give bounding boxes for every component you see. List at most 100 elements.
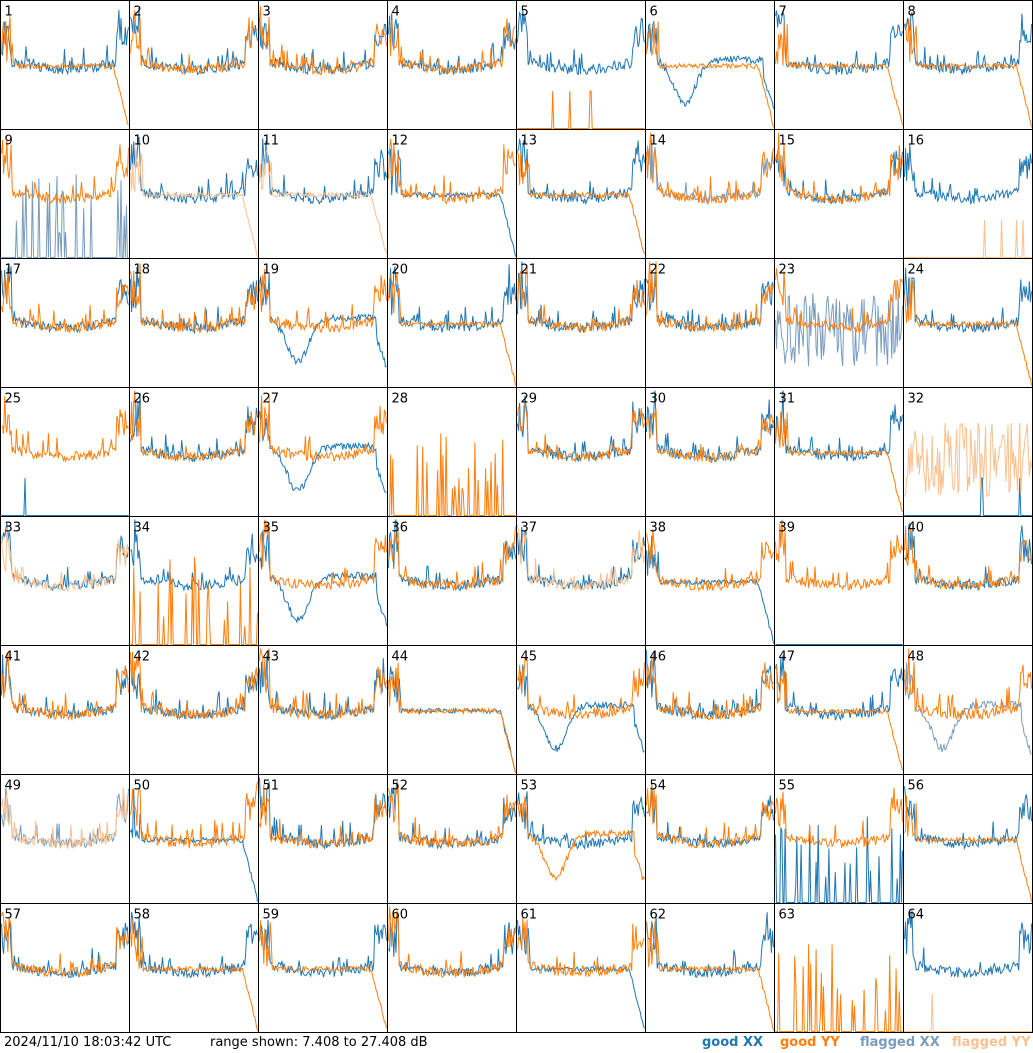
series-xx-line	[646, 390, 774, 464]
series-yy-line	[517, 264, 645, 333]
tile-61: 61	[516, 903, 646, 1033]
tile-43: 43	[258, 645, 388, 775]
footer: 2024/11/10 18:03:42 UTC range shown: 7.4…	[0, 1033, 1033, 1053]
tile-35: 35	[258, 516, 388, 646]
tile-27: 27	[258, 387, 388, 517]
series-yy-line	[259, 784, 387, 849]
tile-label: 30	[650, 392, 667, 407]
tile-2: 2	[129, 0, 259, 130]
series-yy-line	[259, 5, 387, 76]
series-yy-line	[517, 151, 645, 255]
series-yy-line	[130, 781, 258, 849]
tile-label: 21	[521, 263, 538, 278]
series-yy-line	[388, 662, 516, 773]
tile-34: 34	[129, 516, 259, 646]
tile-frame	[0, 387, 130, 517]
tile-label: 40	[908, 521, 925, 536]
tile-label: 38	[650, 521, 667, 536]
series-yy-line	[517, 524, 645, 592]
legend-good-xx: good XX	[702, 1035, 764, 1050]
series-xx-line	[775, 293, 903, 367]
series-xx-line	[775, 816, 903, 903]
series-yy-line	[517, 90, 645, 129]
tile-12: 12	[387, 129, 517, 259]
tile-14: 14	[645, 129, 775, 259]
tile-label: 19	[263, 263, 280, 278]
tile-label: 43	[263, 650, 280, 665]
tile-25: 25	[0, 387, 130, 517]
tile-63: 63	[774, 903, 904, 1033]
tile-frame	[903, 645, 1033, 775]
tile-11: 11	[258, 129, 388, 259]
series-xx-line	[904, 143, 1032, 206]
tile-label: 8	[908, 5, 916, 20]
tile-label: 55	[779, 779, 796, 794]
series-yy-line	[1, 787, 129, 850]
tile-label: 7	[779, 5, 787, 20]
series-xx-line	[517, 526, 645, 590]
tile-label: 13	[521, 134, 538, 149]
tile-13: 13	[516, 129, 646, 259]
series-yy-line	[1, 138, 129, 204]
tile-label: 33	[5, 521, 22, 536]
series-yy-line	[517, 916, 645, 978]
series-yy-line	[388, 139, 516, 205]
tile-29: 29	[516, 387, 646, 517]
series-yy-line	[646, 528, 774, 592]
series-yy-line	[775, 23, 903, 126]
tile-label: 36	[392, 521, 409, 536]
tile-30: 30	[645, 387, 775, 517]
tile-36: 36	[387, 516, 517, 646]
tile-64: 64	[903, 903, 1033, 1033]
series-yy-line	[388, 526, 516, 591]
tile-label: 1	[5, 5, 13, 20]
series-yy-line	[775, 944, 903, 1032]
series-yy-line	[130, 920, 258, 1031]
series-yy-line	[259, 648, 387, 721]
tile-label: 37	[521, 521, 538, 536]
series-xx-line	[259, 404, 387, 493]
tile-44: 44	[387, 645, 517, 775]
tile-38: 38	[645, 516, 775, 646]
tile-frame	[258, 387, 388, 517]
series-yy-line	[904, 18, 1032, 128]
legend-flagged-yy: flagged YY	[952, 1035, 1031, 1050]
range-label: range shown: 7.408 to 27.408 dB	[210, 1035, 428, 1050]
tile-19: 19	[258, 258, 388, 388]
series-xx-line	[259, 919, 387, 978]
series-yy-line	[775, 411, 903, 513]
tile-label: 47	[779, 650, 796, 665]
tile-7: 7	[774, 0, 904, 130]
tile-label: 51	[263, 779, 280, 794]
series-yy-line	[130, 651, 258, 721]
series-yy-line	[130, 148, 258, 257]
tile-57: 57	[0, 903, 130, 1033]
series-xx-line	[517, 791, 645, 851]
series-yy-line	[1, 912, 129, 979]
tile-label: 48	[908, 650, 925, 665]
tile-48: 48	[903, 645, 1033, 775]
series-yy-line	[130, 10, 258, 75]
series-xx-line	[1, 477, 129, 516]
tile-label: 62	[650, 908, 667, 923]
series-yy-line	[130, 263, 258, 334]
tile-46: 46	[645, 645, 775, 775]
series-yy-line	[775, 519, 903, 592]
series-yy-line	[646, 261, 774, 333]
series-xx-line	[517, 664, 645, 753]
tile-51: 51	[258, 774, 388, 904]
series-yy-line	[259, 147, 387, 255]
timestamp-label: 2024/11/10 18:03:42 UTC	[4, 1035, 172, 1050]
tile-18: 18	[129, 258, 259, 388]
series-xx-line	[130, 137, 258, 204]
tile-47: 47	[774, 645, 904, 775]
tile-label: 16	[908, 134, 925, 149]
tile-42: 42	[129, 645, 259, 775]
series-yy-line	[646, 409, 774, 463]
tile-label: 50	[134, 779, 151, 794]
series-xx-line	[775, 150, 903, 205]
tile-label: 53	[521, 779, 538, 794]
tile-26: 26	[129, 387, 259, 517]
series-xx-line	[904, 910, 1032, 978]
